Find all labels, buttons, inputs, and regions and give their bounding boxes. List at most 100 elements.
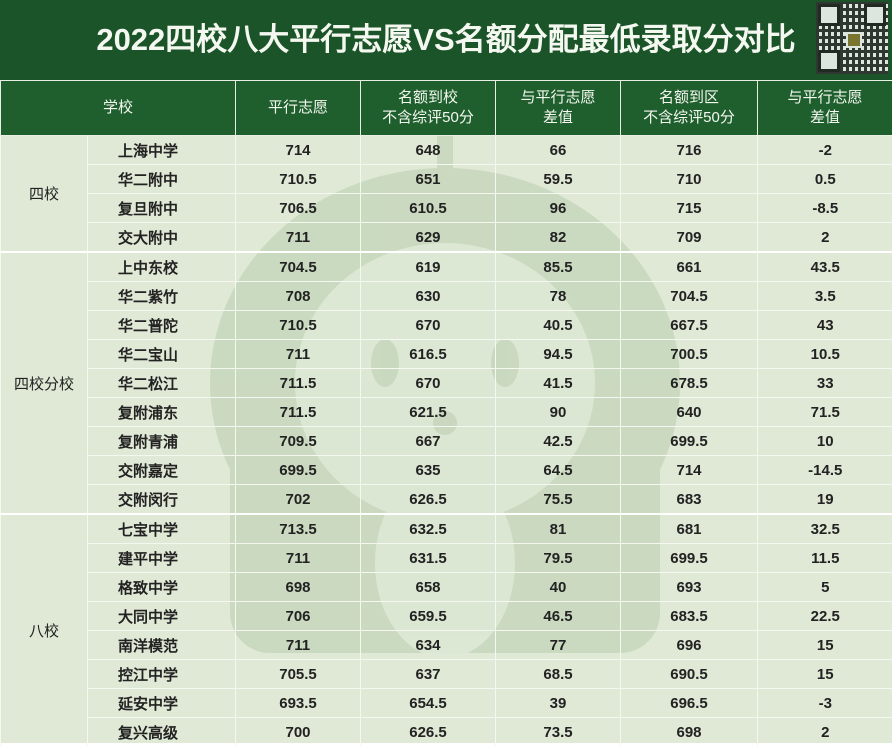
diff-district: 10 (758, 427, 892, 456)
qr-code-icon (816, 2, 888, 74)
school-name: 华二附中 (88, 165, 236, 194)
quota-district-score: 715 (621, 194, 758, 223)
quota-school-score: 630 (361, 282, 496, 311)
quota-school-score: 667 (361, 427, 496, 456)
diff-district: -14.5 (758, 456, 892, 485)
school-name: 华二普陀 (88, 311, 236, 340)
header-line: 与平行志愿 (788, 89, 863, 106)
school-name: 建平中学 (88, 544, 236, 573)
school-name: 复附青浦 (88, 427, 236, 456)
quota-district-score: 704.5 (621, 282, 758, 311)
diff-school: 41.5 (496, 369, 621, 398)
header-row: 学校 平行志愿 名额到校不含综评50分 与平行志愿差值 名额到区不含综评50分 … (1, 81, 892, 136)
diff-district: -8.5 (758, 194, 892, 223)
diff-school: 82 (496, 223, 621, 253)
quota-district-score: 681 (621, 514, 758, 544)
school-name: 华二紫竹 (88, 282, 236, 311)
diff-school: 79.5 (496, 544, 621, 573)
quota-school-score: 658 (361, 573, 496, 602)
quota-school-score: 626.5 (361, 485, 496, 515)
parallel-score: 713.5 (236, 514, 361, 544)
quota-district-score: 716 (621, 136, 758, 165)
header-line: 差值 (543, 109, 573, 126)
diff-district: 15 (758, 631, 892, 660)
quota-district-score: 683 (621, 485, 758, 515)
diff-school: 39 (496, 689, 621, 718)
diff-school: 77 (496, 631, 621, 660)
quota-school-score: 610.5 (361, 194, 496, 223)
diff-district: 5 (758, 573, 892, 602)
quota-school-score: 634 (361, 631, 496, 660)
header-line: 差值 (810, 109, 840, 126)
diff-district: 15 (758, 660, 892, 689)
header-quota-district: 名额到区不含综评50分 (621, 81, 758, 136)
parallel-score: 711 (236, 340, 361, 369)
school-name: 格致中学 (88, 573, 236, 602)
quota-district-score: 661 (621, 252, 758, 282)
diff-district: 33 (758, 369, 892, 398)
parallel-score: 704.5 (236, 252, 361, 282)
header-line: 不含综评50分 (382, 109, 474, 126)
parallel-score: 706.5 (236, 194, 361, 223)
diff-school: 64.5 (496, 456, 621, 485)
diff-district: 43 (758, 311, 892, 340)
diff-district: 32.5 (758, 514, 892, 544)
school-name: 南洋模范 (88, 631, 236, 660)
quota-school-score: 631.5 (361, 544, 496, 573)
diff-school: 42.5 (496, 427, 621, 456)
diff-district: 43.5 (758, 252, 892, 282)
diff-school: 85.5 (496, 252, 621, 282)
parallel-score: 710.5 (236, 165, 361, 194)
quota-district-score: 710 (621, 165, 758, 194)
quota-school-score: 621.5 (361, 398, 496, 427)
school-name: 交附闵行 (88, 485, 236, 515)
parallel-score: 711.5 (236, 369, 361, 398)
quota-district-score: 700.5 (621, 340, 758, 369)
group-label: 四校分校 (1, 252, 88, 514)
diff-district: 71.5 (758, 398, 892, 427)
header-parallel: 平行志愿 (236, 81, 361, 136)
diff-district: 10.5 (758, 340, 892, 369)
parallel-score: 710.5 (236, 311, 361, 340)
quota-school-score: 616.5 (361, 340, 496, 369)
diff-school: 78 (496, 282, 621, 311)
school-name: 七宝中学 (88, 514, 236, 544)
quota-school-score: 651 (361, 165, 496, 194)
diff-school: 96 (496, 194, 621, 223)
school-name: 交附嘉定 (88, 456, 236, 485)
diff-school: 90 (496, 398, 621, 427)
parallel-score: 699.5 (236, 456, 361, 485)
score-comparison-table: 学校 平行志愿 名额到校不含综评50分 与平行志愿差值 名额到区不含综评50分 … (0, 80, 892, 748)
page-title: 2022四校八大平行志愿VS名额分配最低录取分对比 (0, 0, 892, 80)
quota-school-score: 635 (361, 456, 496, 485)
quota-district-score: 696 (621, 631, 758, 660)
diff-district: 3.5 (758, 282, 892, 311)
diff-district: 19 (758, 485, 892, 515)
diff-school: 75.5 (496, 485, 621, 515)
parallel-score: 708 (236, 282, 361, 311)
parallel-score: 705.5 (236, 660, 361, 689)
quota-school-score: 654.5 (361, 689, 496, 718)
header-line: 不含综评50分 (643, 109, 735, 126)
school-name: 大同中学 (88, 602, 236, 631)
quota-district-score: 667.5 (621, 311, 758, 340)
header-quota-school: 名额到校不含综评50分 (361, 81, 496, 136)
diff-school: 59.5 (496, 165, 621, 194)
quota-district-score: 683.5 (621, 602, 758, 631)
quota-school-score: 670 (361, 311, 496, 340)
quota-district-score: 699.5 (621, 544, 758, 573)
diff-school: 81 (496, 514, 621, 544)
diff-district: 22.5 (758, 602, 892, 631)
quota-school-score: 648 (361, 136, 496, 165)
quota-school-score: 637 (361, 660, 496, 689)
